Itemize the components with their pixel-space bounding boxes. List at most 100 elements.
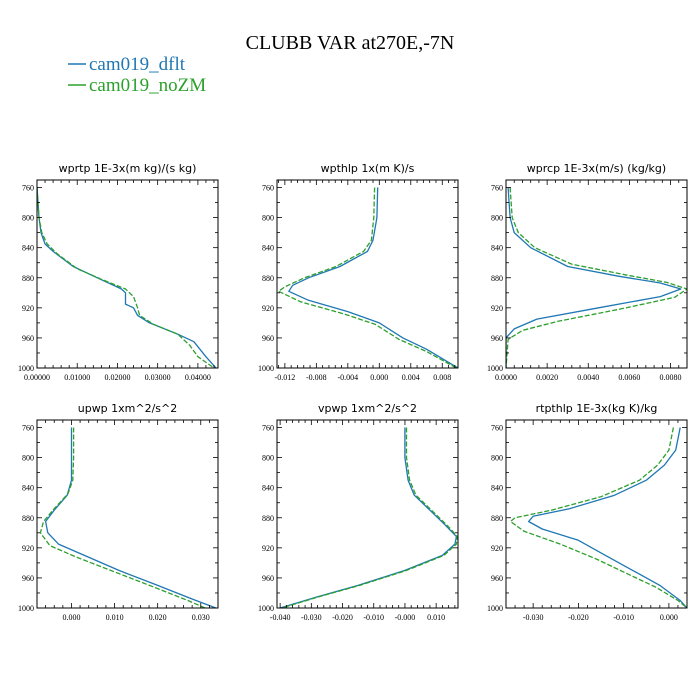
y-tick-label: 880 — [262, 514, 274, 523]
y-tick-label: 1000 — [18, 364, 34, 373]
panel-3: wprcp 1E-3x(m/s) (kg/kg) 760 800 840 880 920 9… — [487, 162, 688, 382]
x-tick-label: 0.004 — [402, 373, 420, 382]
y-tick-label: 920 — [262, 544, 274, 553]
y-tick-label: 960 — [491, 574, 503, 583]
y-tick-label: 800 — [491, 214, 503, 223]
x-tick-label: 0.000 — [62, 613, 80, 622]
panel-title: wprtp 1E-3x(m kg)/(s kg) — [59, 162, 197, 175]
y-tick-label: 760 — [262, 424, 274, 433]
y-tick-label: 840 — [491, 244, 503, 253]
axis-frame — [505, 179, 688, 369]
series-line-dflt — [37, 187, 217, 368]
axis-frame — [36, 179, 219, 369]
panel-2: wpthlp 1x(m K)/s7608008408809209601000-0… — [258, 162, 459, 382]
series-line-nozm — [37, 187, 215, 368]
y-tick-label: 880 — [491, 514, 503, 523]
x-tick-label: 0.0020 — [536, 373, 558, 382]
x-tick-label: -0.004 — [337, 373, 358, 382]
panel-title: wprcp 1E-3x(m/s) (kg/kg) — [527, 162, 666, 175]
series-line-nozm — [509, 427, 687, 608]
y-tick-label: 800 — [262, 214, 274, 223]
series-line-dflt — [506, 187, 682, 368]
y-tick-label: 760 — [491, 424, 503, 433]
y-tick-label: 840 — [22, 484, 34, 493]
legend: cam019_dflt cam019_noZM — [68, 54, 206, 96]
y-tick-label: 880 — [491, 274, 503, 283]
panel-1: wprtp 1E-3x(m kg)/(s kg) 760 800 840 880 920 9… — [18, 162, 219, 382]
y-tick-label: 840 — [491, 484, 503, 493]
y-tick-label: 800 — [22, 454, 34, 463]
panel-4: upwp 1xm^2/s^2 760 800 840 880 920 960 1000 0.00… — [18, 402, 219, 622]
x-tick-label: 0.0060 — [618, 373, 640, 382]
series-line-nozm — [277, 187, 457, 368]
y-tick-label: 1000 — [18, 604, 34, 613]
legend-label-dflt: cam019_dflt — [89, 54, 186, 75]
x-tick-label: 0.030 — [192, 613, 210, 622]
y-tick-label: 960 — [262, 334, 274, 343]
figure-title: CLUBB VAR at270E,-7N — [246, 32, 455, 54]
panel-5: vpwp 1xm^2/s^27608008408809209601000-0.0… — [258, 402, 459, 622]
x-tick-label: 0.0080 — [660, 373, 682, 382]
y-tick-label: 840 — [262, 484, 274, 493]
y-tick-label: 920 — [22, 544, 34, 553]
x-tick-label: -0.040 — [270, 613, 291, 622]
panel-title: rtpthlp 1E-3x(kg K)/kg — [536, 402, 658, 415]
x-tick-label: 0.020 — [149, 613, 167, 622]
panel-grid: wprtp 1E-3x(m kg)/(s kg) 760 800 840 880 920 9… — [18, 162, 688, 622]
y-tick-label: 840 — [262, 244, 274, 253]
y-tick-label: 760 — [491, 184, 503, 193]
x-tick-label: -0.020 — [332, 613, 353, 622]
y-tick-label: 800 — [491, 454, 503, 463]
panel-title: wpthlp 1x(m K)/s — [321, 162, 415, 175]
y-tick-label: 880 — [262, 274, 274, 283]
y-tick-label: 880 — [22, 274, 34, 283]
y-tick-label: 800 — [262, 454, 274, 463]
panel-title: vpwp 1xm^2/s^2 — [318, 402, 417, 415]
panel-6: rtpthlp 1E-3x(kg K)/kg 760 800 840 880 920 960… — [487, 402, 688, 622]
y-tick-label: 960 — [491, 334, 503, 343]
x-tick-label: 0.00000 — [24, 373, 50, 382]
series-line-dflt — [279, 427, 458, 608]
x-tick-label: 0.008 — [433, 373, 451, 382]
x-tick-label: -0.010 — [613, 613, 634, 622]
x-tick-label: -0.008 — [306, 373, 327, 382]
y-tick-label: 1000 — [258, 364, 274, 373]
x-tick-label: 0.000 — [660, 613, 678, 622]
series-line-nozm — [281, 427, 458, 608]
y-tick-label: 800 — [22, 214, 34, 223]
x-tick-label: 0.01000 — [64, 373, 90, 382]
x-tick-label: 0.0000 — [495, 373, 517, 382]
y-tick-label: 960 — [262, 574, 274, 583]
x-tick-label: -0.030 — [523, 613, 544, 622]
x-tick-label: 0.04000 — [185, 373, 211, 382]
panel-title: upwp 1xm^2/s^2 — [78, 402, 178, 415]
y-tick-label: 760 — [22, 424, 34, 433]
x-tick-label: 0.010 — [427, 613, 445, 622]
series-line-dflt — [527, 427, 687, 608]
x-tick-label: 0.03000 — [145, 373, 171, 382]
y-tick-label: 760 — [262, 184, 274, 193]
series-line-nozm — [39, 427, 206, 608]
y-tick-label: 960 — [22, 334, 34, 343]
axis-frame — [276, 419, 459, 609]
series-line-dflt — [44, 427, 217, 608]
axis-frame — [276, 179, 459, 369]
axis-frame — [36, 419, 219, 609]
x-tick-label: 0.010 — [106, 613, 124, 622]
y-tick-label: 920 — [491, 544, 503, 553]
x-tick-label: 0.000 — [370, 373, 388, 382]
y-tick-label: 1000 — [487, 364, 503, 373]
y-tick-label: 760 — [22, 184, 34, 193]
y-tick-label: 880 — [22, 514, 34, 523]
x-tick-label: -0.012 — [275, 373, 296, 382]
x-tick-label: -0.020 — [568, 613, 589, 622]
y-tick-label: 920 — [262, 304, 274, 313]
series-line-nozm — [506, 187, 687, 368]
x-tick-label: -0.000 — [395, 613, 416, 622]
x-tick-label: -0.010 — [363, 613, 384, 622]
y-tick-label: 1000 — [258, 604, 274, 613]
y-tick-label: 840 — [22, 244, 34, 253]
x-tick-label: 0.0040 — [577, 373, 599, 382]
y-tick-label: 920 — [491, 304, 503, 313]
